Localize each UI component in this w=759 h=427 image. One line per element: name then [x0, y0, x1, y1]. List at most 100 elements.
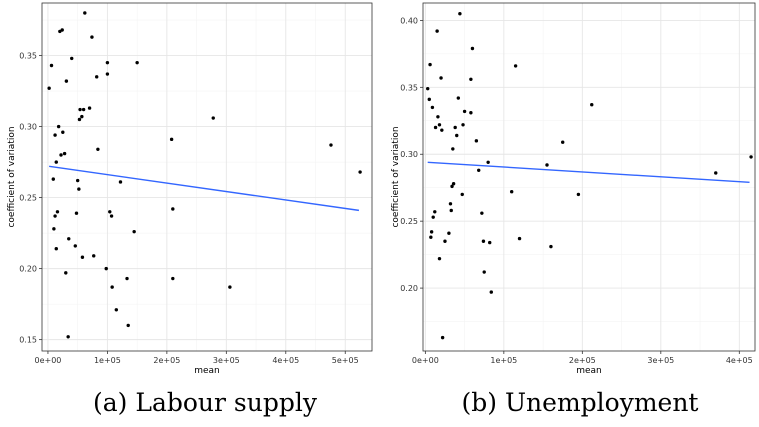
y-tick-label: 0.20 — [400, 284, 418, 293]
x-tick-label: 5e+05 — [332, 356, 359, 365]
chart-a: 0e+00 1e+05 2e+05 3e+05 4e+05 5e+05 0.15 0.20 0.… — [7, 2, 373, 376]
data-point — [482, 270, 486, 274]
data-point — [95, 75, 99, 79]
data-point — [56, 124, 61, 129]
data-point — [80, 114, 84, 119]
data-point — [125, 276, 129, 281]
data-point — [481, 239, 486, 243]
panel-border — [422, 2, 756, 352]
data-point — [126, 323, 130, 328]
data-point — [474, 139, 479, 143]
y-axis-title: coefficient of variation — [7, 126, 17, 227]
data-point — [53, 214, 57, 218]
data-point — [74, 211, 79, 215]
data-point — [47, 86, 51, 90]
data-point — [486, 160, 490, 164]
data-point — [80, 255, 85, 259]
data-point — [104, 266, 108, 271]
y-tick-label: 0.15 — [19, 336, 37, 345]
x-tick-label: 0e+00 — [412, 356, 439, 365]
data-point — [450, 184, 454, 189]
x-tick-label: 1e+05 — [94, 356, 121, 365]
x-tick-label: 1e+05 — [490, 356, 517, 365]
data-point — [132, 229, 136, 234]
data-point — [118, 180, 123, 184]
data-point — [73, 244, 77, 248]
data-point — [448, 202, 453, 206]
y-tick-label: 0.30 — [19, 123, 37, 132]
y-tick-label: 0.40 — [400, 16, 418, 25]
y-axis-title: coefficient of variation — [391, 126, 401, 227]
data-point — [456, 96, 461, 100]
data-point — [488, 240, 492, 245]
data-point — [590, 103, 594, 107]
data-point — [427, 97, 431, 102]
data-point — [509, 190, 514, 194]
x-tick-label: 4e+05 — [726, 356, 753, 365]
data-point — [469, 111, 473, 115]
data-point — [228, 285, 232, 289]
data-point — [426, 86, 430, 91]
data-point — [461, 123, 465, 127]
data-point — [429, 230, 434, 234]
data-point — [78, 107, 82, 112]
data-point — [49, 63, 54, 68]
panel-border — [41, 2, 373, 352]
data-point — [435, 29, 439, 33]
data-point — [90, 35, 94, 39]
data-point — [169, 137, 174, 142]
trend-line — [427, 161, 750, 184]
data-point — [81, 107, 86, 112]
y-tick-label: 0.35 — [19, 52, 37, 61]
data-point — [513, 64, 518, 68]
data-point — [449, 208, 453, 213]
data-point — [135, 60, 139, 65]
data-point — [77, 117, 82, 122]
data-point — [458, 12, 462, 16]
data-point — [489, 290, 493, 294]
data-point — [59, 153, 63, 157]
data-point — [96, 147, 100, 152]
data-point — [517, 236, 522, 241]
plot-background — [42, 3, 372, 351]
data-point — [87, 106, 92, 110]
data-point — [66, 335, 70, 339]
data-point — [114, 308, 119, 312]
data-point — [749, 155, 753, 159]
data-point — [440, 128, 444, 132]
data-point — [108, 210, 112, 214]
data-point — [61, 130, 65, 134]
data-point — [77, 187, 81, 191]
data-point — [470, 46, 475, 51]
data-point — [714, 171, 718, 175]
x-tick-label: 2e+05 — [569, 356, 596, 365]
y-tick-label: 0.25 — [400, 217, 418, 226]
data-point — [105, 72, 110, 76]
data-point — [440, 335, 445, 340]
data-point — [433, 125, 438, 130]
x-tick-label: 4e+05 — [272, 356, 299, 365]
data-point — [549, 244, 553, 249]
data-point — [462, 109, 467, 114]
chart-b: 0e+00 1e+05 2e+05 3e+05 4e+05 0.20 0.25 0.30 0.3… — [391, 2, 756, 376]
data-point — [451, 147, 455, 151]
y-tick-label: 0.20 — [19, 265, 37, 274]
plot-background — [423, 3, 755, 351]
data-point — [469, 77, 473, 81]
data-point — [480, 211, 484, 215]
x-tick-label: 3e+05 — [647, 356, 674, 365]
data-point — [429, 235, 433, 239]
data-point — [54, 247, 58, 251]
caption-a: (a) Labour supply — [93, 388, 317, 417]
y-tick-label: 0.30 — [400, 150, 418, 159]
data-point — [62, 151, 67, 156]
data-point — [64, 79, 69, 83]
data-point — [171, 207, 175, 211]
data-point — [436, 115, 440, 119]
data-point — [561, 140, 565, 144]
data-point — [545, 163, 549, 167]
data-point — [477, 168, 481, 173]
data-point — [105, 60, 110, 65]
data-point — [447, 231, 451, 235]
data-point — [439, 76, 443, 80]
